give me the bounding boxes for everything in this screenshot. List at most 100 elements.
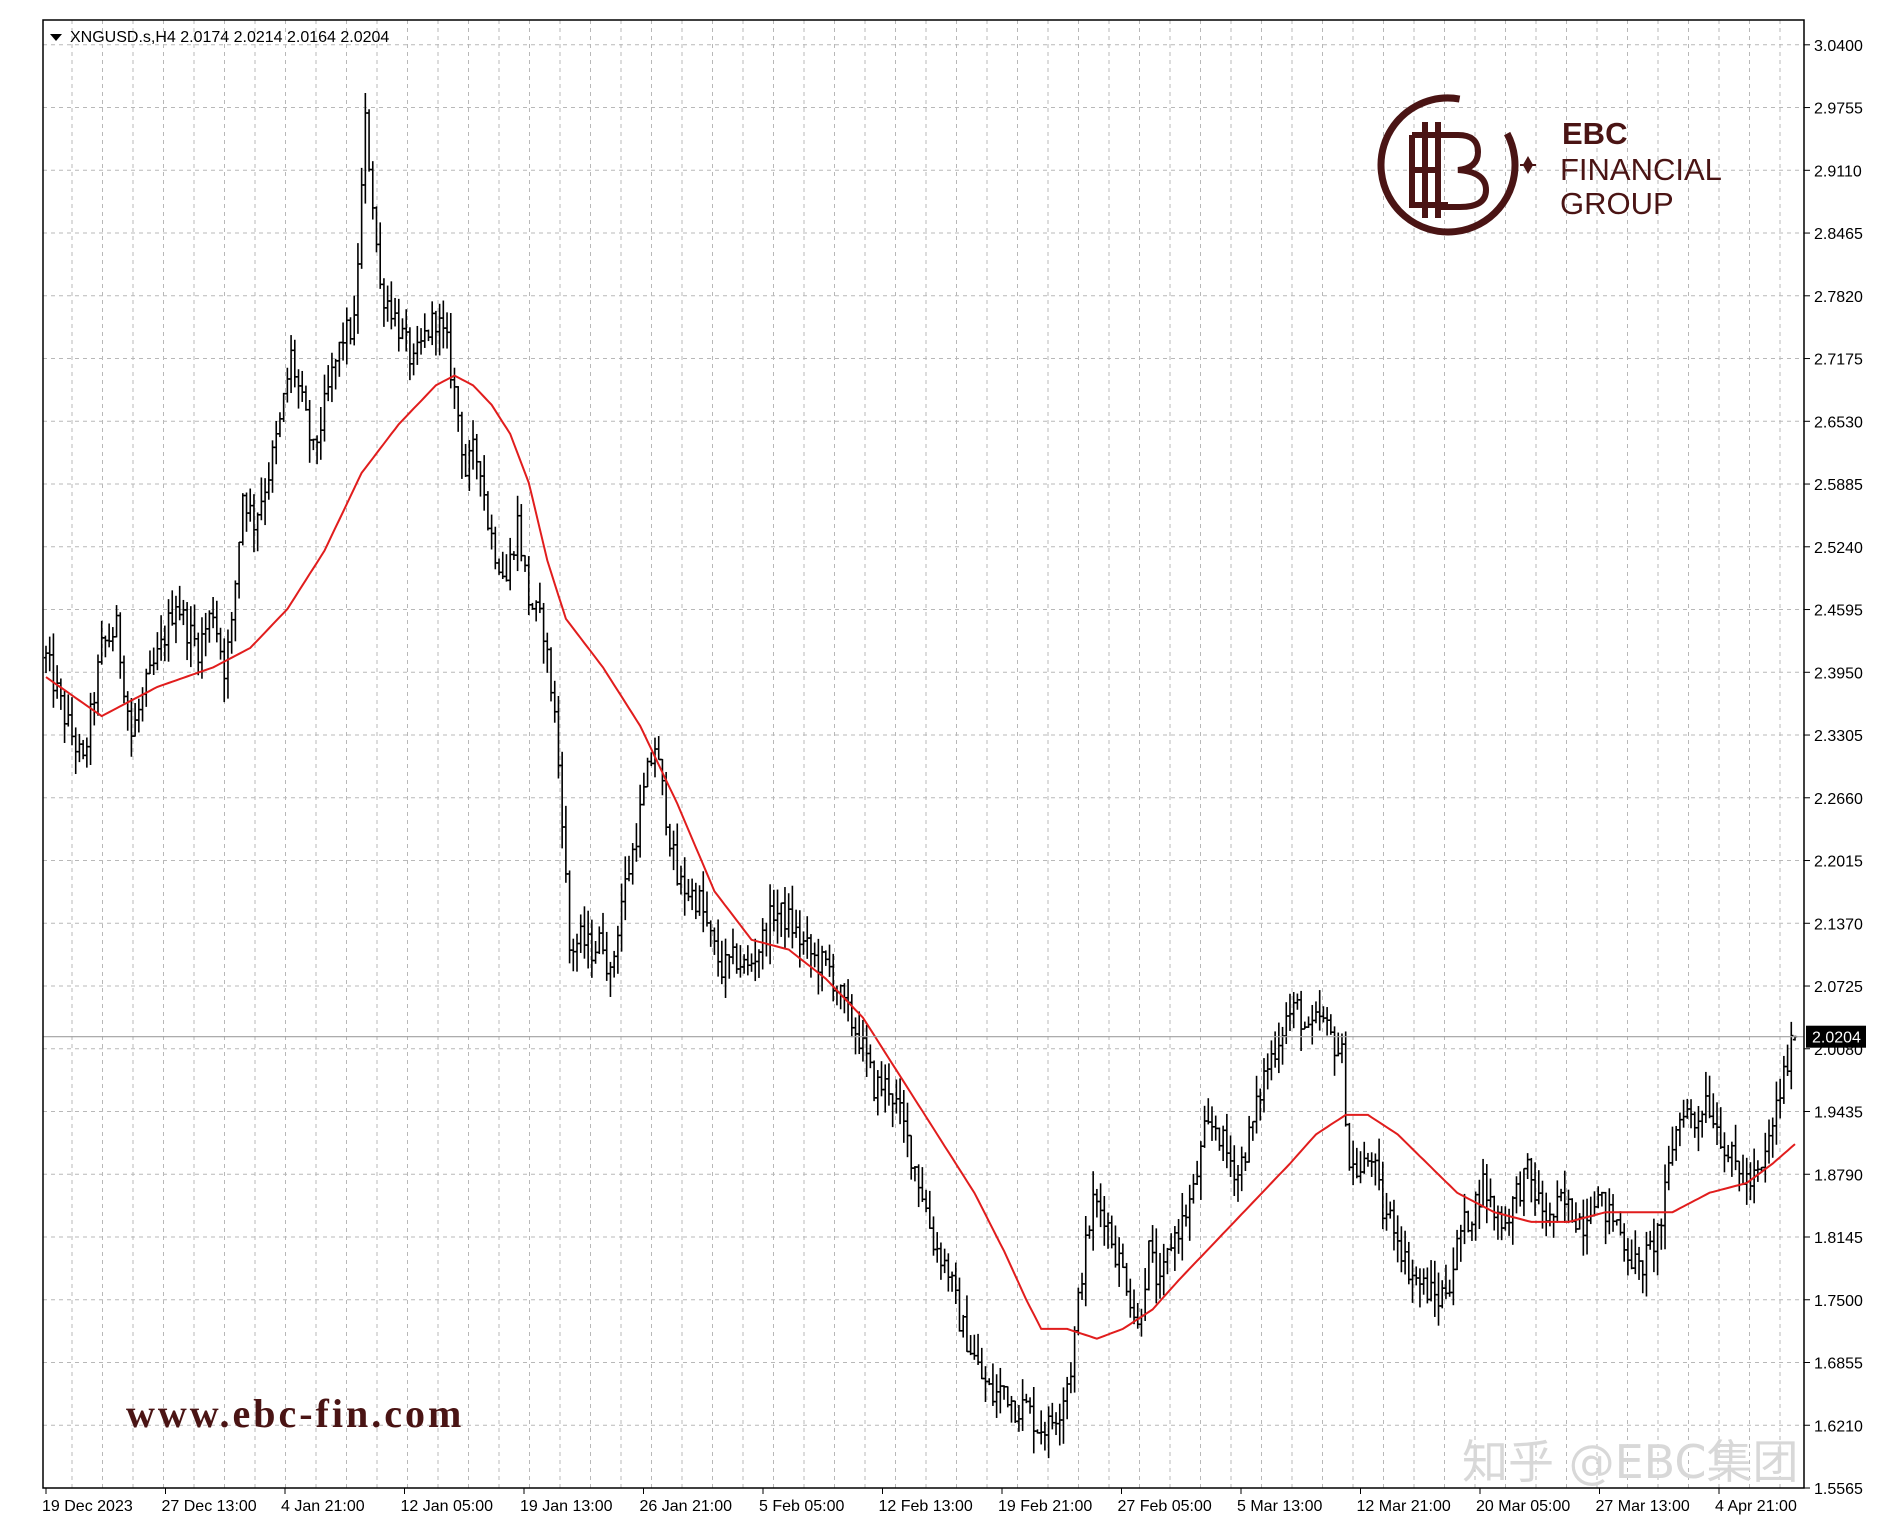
- x-tick-label: 26 Jan 21:00: [640, 1498, 733, 1515]
- ohlc-bar: [504, 554, 509, 582]
- ohlc-bar: [136, 698, 142, 733]
- ohlc-bar: [1395, 1215, 1400, 1263]
- ohlc-bar: [1105, 1212, 1111, 1249]
- ohlc-bar: [274, 421, 279, 465]
- ohlc-bar: [1072, 1326, 1077, 1393]
- ohlc-bar: [938, 1242, 944, 1280]
- ohlc-bar: [184, 602, 190, 661]
- ohlc-bar: [403, 309, 409, 352]
- ohlc-bar: [571, 938, 576, 972]
- ohlc-bar: [196, 632, 201, 676]
- y-tick-label: 3.0400: [1814, 38, 1863, 55]
- ohlc-bar: [715, 919, 721, 977]
- ohlc-bar: [181, 599, 186, 626]
- ohlc-bar: [920, 1167, 925, 1202]
- ohlc-bar: [99, 620, 104, 665]
- ohlc-bar: [1480, 1158, 1486, 1208]
- ohlc-bar: [1250, 1120, 1256, 1141]
- ohlc-bar: [738, 945, 743, 978]
- ohlc-bar: [1659, 1218, 1664, 1250]
- ohlc-bar: [779, 902, 784, 937]
- ohlc-bar: [1343, 1031, 1348, 1127]
- ohlc-bar: [1495, 1205, 1501, 1240]
- collapse-triangle-icon[interactable]: [50, 34, 62, 41]
- ohlc-bar: [1525, 1153, 1530, 1180]
- y-tick-label: 2.5240: [1814, 540, 1863, 557]
- ohlc-bar: [1146, 1240, 1152, 1291]
- ohlc-bar: [277, 412, 283, 438]
- ohlc-bar: [1373, 1153, 1378, 1186]
- sparkle-icon: [1520, 155, 1536, 175]
- ohlc-bar: [1454, 1229, 1460, 1271]
- ohlc-bar: [526, 556, 531, 616]
- ohlc-bar: [467, 440, 472, 491]
- ohlc-bar: [1569, 1198, 1575, 1223]
- ohlc-bar: [1347, 1122, 1352, 1171]
- ohlc-bar: [1020, 1379, 1025, 1431]
- ohlc-bar: [634, 823, 639, 862]
- x-tick-label: 5 Mar 13:00: [1237, 1498, 1322, 1515]
- y-tick-label: 1.7500: [1814, 1293, 1863, 1310]
- ohlc-bar: [470, 420, 476, 470]
- ohlc-bar: [207, 610, 212, 643]
- ohlc-bar: [229, 611, 234, 654]
- ohlc-bar: [927, 1190, 932, 1229]
- ohlc-bar: [1763, 1132, 1768, 1183]
- ohlc-bar: [1670, 1126, 1675, 1166]
- ohlc-bar: [170, 590, 175, 626]
- ohlc-bar: [1521, 1167, 1527, 1217]
- ohlc-bar: [1673, 1125, 1679, 1161]
- ohlc-bar: [314, 435, 320, 465]
- y-tick-label: 2.1370: [1814, 916, 1863, 933]
- ohlc-bar: [147, 650, 153, 675]
- ohlc-bar: [1187, 1184, 1192, 1241]
- x-tick-label: 12 Jan 05:00: [401, 1498, 494, 1515]
- ohlc-bar: [1451, 1247, 1456, 1306]
- ohlc-bar: [481, 455, 487, 511]
- ohlc-bar: [597, 926, 602, 955]
- ohlc-bar: [1284, 1002, 1289, 1045]
- ohlc-bar: [1198, 1141, 1204, 1200]
- ohlc-bar: [519, 504, 524, 562]
- ohlc-bar: [1703, 1071, 1709, 1123]
- ohlc-bar: [946, 1253, 951, 1292]
- ohlc-bar: [979, 1347, 984, 1380]
- ohlc-bar: [1176, 1219, 1181, 1254]
- chart-title: XNGUSD.s,H4 2.0174 2.0214 2.0164 2.0204: [70, 29, 389, 46]
- ohlc-bar: [385, 285, 390, 322]
- x-tick-label: 5 Feb 05:00: [759, 1498, 845, 1515]
- ohlc-bar: [1302, 1021, 1308, 1030]
- ohlc-bar: [1116, 1237, 1122, 1287]
- y-axis: 3.0400 2.9755 2.9110 2.8465 2.7820 2.7175 2.65…: [1804, 38, 1863, 1498]
- ohlc-bar: [240, 493, 246, 546]
- ohlc-bar: [288, 335, 294, 394]
- ohlc-bar: [619, 883, 624, 952]
- ohlc-bar: [1027, 1397, 1033, 1414]
- ohlc-bar: [1087, 1225, 1092, 1239]
- logo-line-financial: FINANCIAL: [1560, 152, 1722, 187]
- ohlc-bar: [1350, 1140, 1356, 1186]
- ohlc-bar: [1161, 1243, 1166, 1296]
- chart-title-group: XNGUSD.s,H4 2.0174 2.0214 2.0164 2.0204: [50, 29, 389, 46]
- ohlc-bar: [1057, 1403, 1062, 1446]
- ohlc-bar: [775, 889, 780, 944]
- ohlc-bar: [1432, 1260, 1438, 1317]
- ohlc-bar: [1410, 1259, 1415, 1303]
- ohlc-bar: [1740, 1154, 1746, 1186]
- ohlc-bar: [533, 600, 539, 622]
- ohlc-bar: [270, 440, 275, 493]
- y-tick-label: 1.6855: [1814, 1356, 1863, 1373]
- ohlc-bar: [1588, 1196, 1593, 1225]
- ohlc-bar: [1321, 1006, 1326, 1023]
- ohlc-bar: [1789, 1021, 1794, 1090]
- ohlc-bar: [311, 438, 316, 451]
- x-tick-label: 4 Apr 21:00: [1715, 1498, 1797, 1515]
- ohlc-bar: [1369, 1152, 1374, 1177]
- y-tick-label: 1.8790: [1814, 1167, 1863, 1184]
- ohlc-bar: [1180, 1192, 1185, 1261]
- ohlc-bar: [1391, 1199, 1397, 1251]
- ohlc-bar: [1484, 1164, 1489, 1224]
- ohlc-bar: [1090, 1171, 1096, 1251]
- ohlc-bar: [749, 953, 754, 972]
- chart-grid: [43, 20, 1804, 1489]
